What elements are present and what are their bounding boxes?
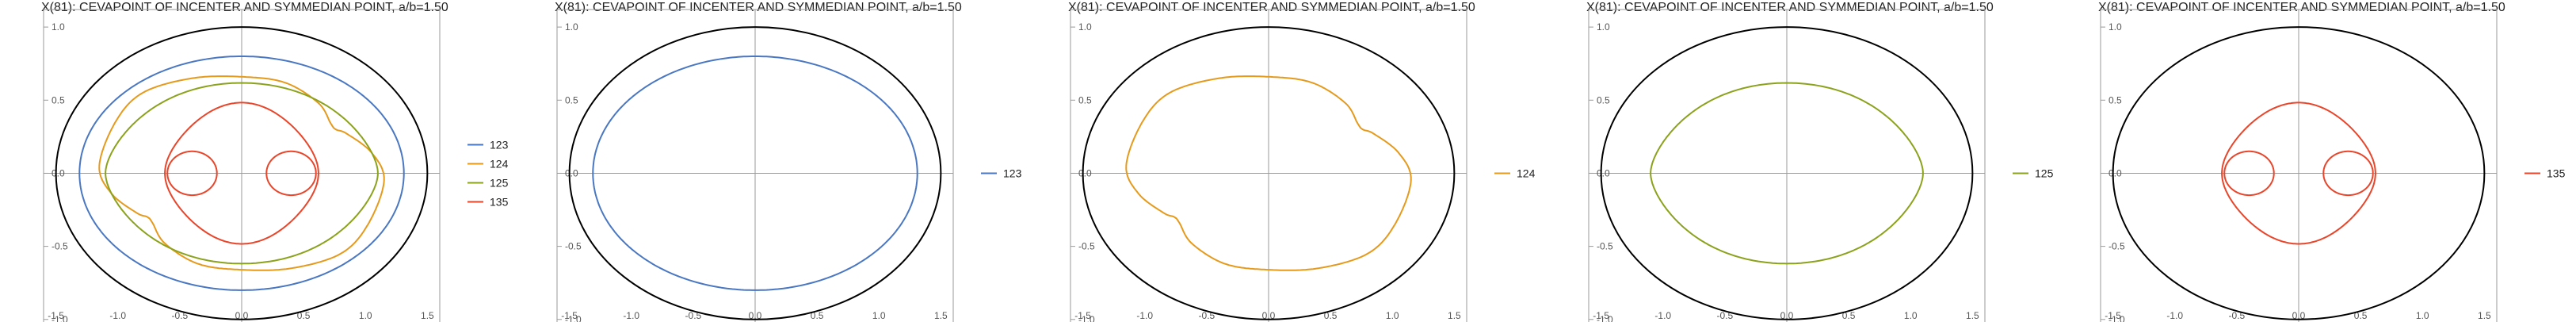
y-tick-label: -1.0: [1597, 314, 1613, 322]
y-tick-label: 0.5: [565, 94, 578, 105]
legend-label: 124: [490, 157, 509, 170]
series-line-135: [166, 150, 218, 197]
x-tick-label: -1.0: [2166, 310, 2183, 321]
x-tick-label: 0.5: [1842, 310, 1856, 321]
y-tick-label: -0.5: [565, 241, 582, 252]
series-line-135: [265, 150, 317, 197]
x-tick-label: 0.0: [235, 310, 249, 321]
chart-svg: -1.5 -1.0 -0.5 0.0 0.5 1.0 1.5-1.0-0.50.00.51.…: [1588, 9, 2054, 322]
y-tick-label: 0.5: [52, 94, 65, 105]
legend-label: 124: [1517, 167, 1536, 179]
y-tick-label: 1.0: [1078, 21, 1092, 33]
x-tick-label: -1.0: [1136, 310, 1153, 321]
y-tick-label: -1.0: [1078, 314, 1095, 322]
x-tick-label: 1.5: [421, 310, 434, 321]
y-tick-label: 1.0: [1597, 21, 1610, 33]
x-tick-label: 0.0: [1262, 310, 1276, 321]
y-tick-label: -0.5: [1597, 241, 1613, 252]
y-tick-label: 0.0: [52, 167, 65, 178]
x-tick-label: 0.5: [1324, 310, 1338, 321]
x-tick-label: 0.5: [811, 310, 824, 321]
reference-ellipse: [1600, 26, 1974, 320]
x-tick-label: 1.0: [2416, 310, 2429, 321]
chart-title: X(81): CEVAPOINT OF INCENTER AND SYMMEDI…: [2098, 1, 2505, 14]
x-tick-label: 1.0: [872, 310, 886, 321]
x-tick-label: 0.0: [749, 310, 762, 321]
x-tick-label: 0.0: [2292, 310, 2306, 321]
chart-svg: -1.5 -1.0 -0.5 0.0 0.5 1.0 1.5-1.0-0.50.00.51.…: [556, 9, 1022, 322]
x-tick-label: -1.5: [48, 310, 64, 321]
y-tick-label: 0.0: [1597, 167, 1610, 178]
chart-svg: -1.5 -1.0 -0.5 0.0 0.5 1.0 1.5-1.0-0.50.00.51.…: [43, 9, 509, 322]
series-line-123: [592, 56, 918, 291]
y-tick-label: 0.0: [2109, 167, 2122, 178]
reference-ellipse: [1082, 26, 1456, 320]
legend-label: 135: [490, 195, 509, 208]
legend-label: 123: [1003, 167, 1022, 179]
x-tick-label: 1.0: [1904, 310, 1918, 321]
x-tick-label: -1.0: [623, 310, 639, 321]
legend-label: 135: [2547, 167, 2566, 179]
y-tick-label: 0.0: [1078, 167, 1092, 178]
x-tick-label: 0.0: [1780, 310, 1794, 321]
x-tick-label: -1.5: [1074, 310, 1091, 321]
series-line-135: [2223, 150, 2275, 197]
chart-title: X(81): CEVAPOINT OF INCENTER AND SYMMEDI…: [1586, 1, 1994, 14]
x-tick-label: -1.0: [1654, 310, 1671, 321]
chart-svg: -1.5 -1.0 -0.5 0.0 0.5 1.0 1.5-1.0-0.50.00.51.…: [2100, 9, 2566, 322]
x-tick-label: -1.5: [1593, 310, 1609, 321]
x-tick-label: 0.5: [2354, 310, 2368, 321]
chart-title: X(81): CEVAPOINT OF INCENTER AND SYMMEDI…: [555, 1, 962, 14]
x-tick-label: 1.5: [2478, 310, 2491, 321]
y-tick-label: 0.5: [2109, 94, 2122, 105]
series-line-124: [98, 75, 385, 271]
x-tick-label: -1.5: [561, 310, 578, 321]
y-tick-label: 1.0: [2109, 21, 2122, 33]
series-line-124: [1125, 75, 1412, 271]
x-tick-label: 1.0: [359, 310, 372, 321]
legend-label: 125: [490, 176, 509, 189]
legend-label: 125: [2035, 167, 2054, 179]
chart-title: X(81): CEVAPOINT OF INCENTER AND SYMMEDI…: [41, 1, 448, 14]
series-line-125: [105, 82, 379, 265]
series-line-135: [164, 102, 319, 245]
x-tick-label: 1.0: [1386, 310, 1399, 321]
y-tick-label: 1.0: [565, 21, 578, 33]
reference-ellipse: [568, 26, 942, 320]
y-tick-label: 1.0: [52, 21, 65, 33]
y-tick-label: -1.0: [565, 314, 582, 322]
y-tick-label: -0.5: [1078, 241, 1095, 252]
y-tick-label: -1.0: [52, 314, 68, 322]
series-line-135: [2221, 102, 2376, 245]
x-tick-label: 1.5: [1966, 310, 1979, 321]
legend-label: 123: [490, 138, 509, 151]
series-line-123: [78, 56, 405, 291]
y-tick-label: 0.0: [565, 167, 578, 178]
x-tick-label: 0.5: [297, 310, 311, 321]
y-tick-label: -1.0: [2109, 314, 2125, 322]
x-tick-label: 1.5: [1448, 310, 1461, 321]
x-tick-label: -1.5: [2105, 310, 2121, 321]
y-tick-label: 0.5: [1078, 94, 1092, 105]
x-tick-label: 1.5: [934, 310, 948, 321]
series-line-135: [2322, 150, 2374, 197]
chart-svg: -1.5 -1.0 -0.5 0.0 0.5 1.0 1.5-1.0-0.50.00.51.…: [1070, 9, 1536, 322]
y-tick-label: -0.5: [2109, 241, 2125, 252]
chart-title: X(81): CEVAPOINT OF INCENTER AND SYMMEDI…: [1068, 1, 1475, 14]
reference-ellipse: [55, 26, 429, 320]
y-tick-label: 0.5: [1597, 94, 1610, 105]
reference-ellipse: [2112, 26, 2486, 320]
x-tick-label: -1.0: [109, 310, 126, 321]
series-line-125: [1650, 82, 1924, 265]
y-tick-label: -0.5: [52, 241, 68, 252]
